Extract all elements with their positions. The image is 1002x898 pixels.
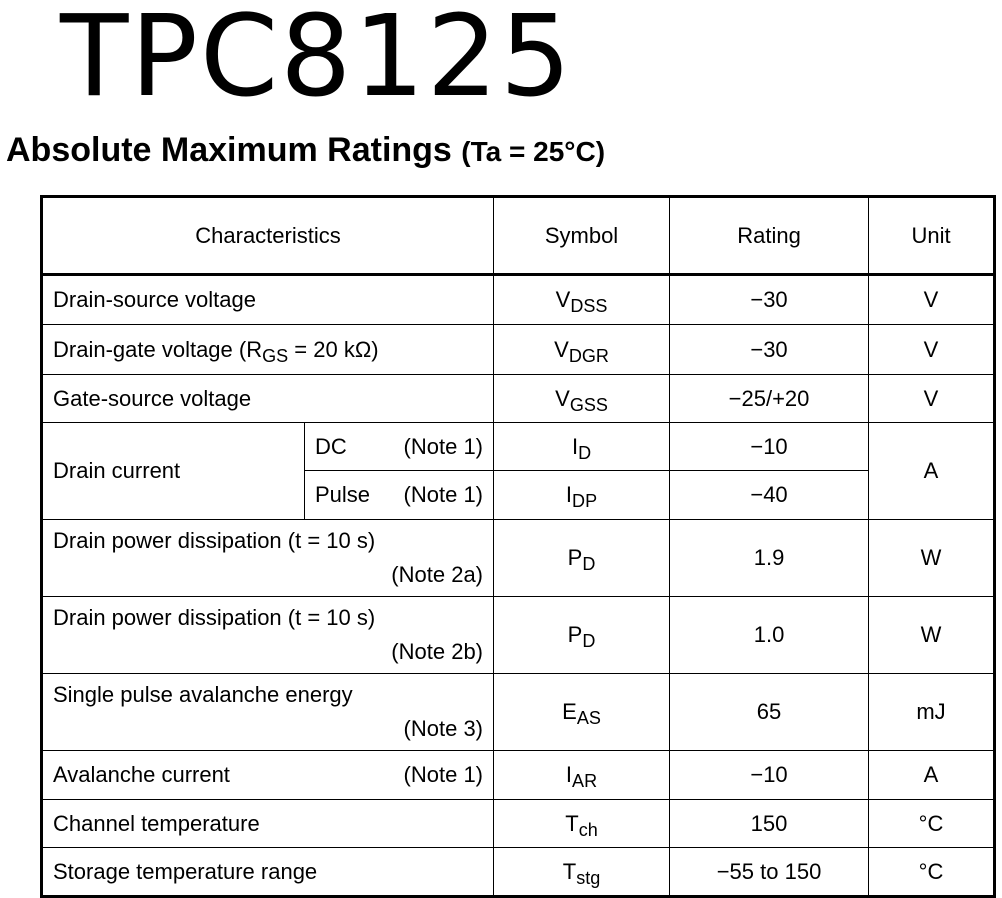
symbol-sub: ch xyxy=(578,819,598,840)
characteristic: Drain power dissipation (t = 10 s) (Note … xyxy=(40,596,495,674)
unit: V xyxy=(868,274,996,325)
rating: −10 xyxy=(669,422,870,471)
rating: 1.0 xyxy=(669,596,870,674)
unit: mJ xyxy=(868,673,996,751)
symbol-sub: DSS xyxy=(570,296,608,317)
symbol-base: V xyxy=(554,336,569,362)
characteristic: Drain-source voltage xyxy=(40,274,495,325)
rating: −25/+20 xyxy=(669,374,870,423)
symbol: Tstg xyxy=(493,847,671,897)
characteristic-text: Drain power dissipation (t = 10 s) xyxy=(53,528,376,553)
rating: 150 xyxy=(669,799,870,848)
unit: A xyxy=(868,750,996,800)
unit: °C xyxy=(868,847,996,897)
characteristic: Storage temperature range xyxy=(40,847,495,897)
rating: −55 to 150 xyxy=(669,847,870,897)
symbol-sub: DGR xyxy=(568,345,609,366)
characteristic: Drain current xyxy=(41,422,305,520)
symbol-sub: GSS xyxy=(569,394,608,415)
column-header: Unit xyxy=(868,196,996,276)
unit: W xyxy=(868,519,996,597)
symbol-sub: D xyxy=(582,631,596,652)
note: (Note 2b) xyxy=(391,639,484,664)
rating: −40 xyxy=(669,470,870,520)
symbol-sub: DP xyxy=(572,491,598,512)
subtitle-text: Absolute Maximum Ratings xyxy=(6,131,452,169)
subtitle: Absolute Maximum Ratings (Ta = 25°C) xyxy=(6,128,605,174)
characteristic: Drain power dissipation (t = 10 s) (Note … xyxy=(40,519,495,597)
note: (Note 1) xyxy=(403,433,484,459)
note: (Note 1) xyxy=(403,482,484,507)
symbol: PD xyxy=(493,596,671,674)
symbol: Tch xyxy=(493,799,671,848)
symbol-sub: AS xyxy=(576,708,601,729)
column-header: Characteristics xyxy=(40,196,495,276)
symbol-base: E xyxy=(562,699,577,724)
condition: (Ta = 25°C) xyxy=(461,136,606,167)
symbol-sub: D xyxy=(582,554,596,575)
symbol: IDP xyxy=(493,470,671,520)
unit: W xyxy=(868,596,996,674)
characteristic: Single pulse avalanche energy (Note 3) xyxy=(40,673,495,751)
symbol-base: P xyxy=(567,622,583,647)
column-header: Symbol xyxy=(493,196,671,276)
characteristic: Gate-source voltage xyxy=(40,374,495,423)
symbol: PD xyxy=(493,519,671,597)
rating: −10 xyxy=(669,750,870,800)
note: (Note 3) xyxy=(403,716,484,741)
title: TPC8125 xyxy=(60,0,574,122)
symbol-base: T xyxy=(565,810,579,836)
condition: DC (Note 1) xyxy=(303,422,495,471)
characteristic-text: Single pulse avalanche energy xyxy=(53,682,353,707)
characteristic-text: Drain power dissipation (t = 10 s) xyxy=(53,605,376,630)
symbol: VDSS xyxy=(493,274,671,325)
unit: °C xyxy=(868,799,996,848)
symbol: IAR xyxy=(493,750,671,800)
symbol-base: V xyxy=(555,287,571,312)
characteristic-text: Avalanche current xyxy=(53,762,230,787)
rating: 1.9 xyxy=(669,519,870,597)
column-header: Rating xyxy=(669,196,870,276)
note: (Note 1) xyxy=(403,762,484,787)
symbol: VDGR xyxy=(493,324,671,375)
characteristic: Avalanche current (Note 1) xyxy=(40,750,495,800)
symbol-sub: D xyxy=(578,442,592,463)
condition: Pulse (Note 1) xyxy=(303,470,495,520)
symbol: VGSS xyxy=(493,374,671,423)
unit: A xyxy=(868,422,996,520)
ratings-table: Characteristics Symbol Rating Unit Drain… xyxy=(40,195,997,898)
symbol: EAS xyxy=(493,673,671,751)
condition-text: DC xyxy=(315,433,347,459)
symbol-sub: stg xyxy=(576,867,601,888)
text: = 20 kΩ) xyxy=(288,336,379,362)
rating: 65 xyxy=(669,673,870,751)
symbol-base: I xyxy=(571,433,579,459)
rating: −30 xyxy=(669,274,870,325)
unit: V xyxy=(868,374,996,423)
text: Drain-gate voltage (R xyxy=(53,336,263,362)
text-sub: GS xyxy=(262,345,289,366)
symbol-base: P xyxy=(567,545,583,570)
symbol-base: I xyxy=(565,482,573,507)
symbol: ID xyxy=(493,422,671,471)
symbol-sub: AR xyxy=(572,771,598,792)
rating: −30 xyxy=(669,324,870,375)
symbol-base: I xyxy=(565,762,573,787)
unit: V xyxy=(868,324,996,375)
symbol-base: T xyxy=(562,858,577,884)
characteristic: Channel temperature xyxy=(40,799,495,848)
symbol-base: V xyxy=(555,385,570,411)
note: (Note 2a) xyxy=(391,562,484,587)
characteristic: Drain-gate voltage (RGS = 20 kΩ) xyxy=(40,324,495,375)
condition-text: Pulse xyxy=(315,482,371,507)
